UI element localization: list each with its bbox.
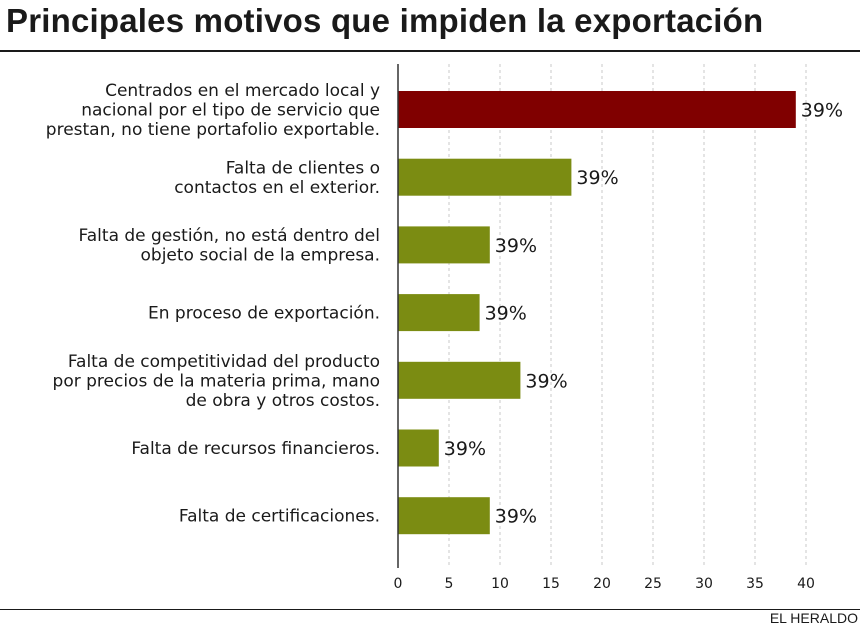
category-label-line: Falta de gestión, no está dentro del	[79, 226, 380, 246]
value-label: 39%	[444, 438, 486, 460]
x-tick-label: 15	[542, 576, 560, 592]
x-tick-label: 35	[746, 576, 764, 592]
bar	[398, 361, 521, 399]
value-label: 39%	[485, 303, 527, 325]
category-label: Falta de recursos financieros.	[131, 439, 380, 459]
source-credit: EL HERALDO	[769, 610, 858, 626]
value-label: 39%	[495, 235, 537, 257]
category-label-line: Falta de clientes o	[226, 158, 380, 178]
bar	[398, 497, 490, 535]
category-label: Centrados en el mercado local y nacional …	[46, 81, 380, 140]
bar	[398, 226, 490, 264]
category-label-line: En proceso de exportación.	[148, 304, 380, 324]
value-label: 39%	[576, 167, 618, 189]
bar	[398, 91, 796, 128]
category-label-line: nacional por el tipo de servicio que	[81, 101, 380, 121]
x-tick-label: 5	[445, 576, 454, 592]
x-axis-ticks: 0 5 10 15 20 25 30 35 40	[394, 576, 815, 592]
value-label: 39%	[495, 506, 537, 528]
category-label-line: contactos en el exterior.	[174, 178, 380, 198]
x-tick-label: 30	[695, 576, 713, 592]
x-tick-label: 10	[491, 576, 509, 592]
x-tick-label: 0	[394, 576, 403, 592]
category-label-line: Falta de certificaciones.	[179, 507, 380, 527]
x-tick-label: 40	[797, 576, 815, 592]
category-label-line: objeto social de la empresa.	[141, 246, 380, 266]
value-labels: 39% 39% 39% 39% 39% 39% 39%	[444, 100, 843, 528]
bar	[398, 294, 480, 332]
category-label: Falta de certificaciones.	[179, 507, 380, 527]
category-label-line: prestan, no tiene portafolio exportable.	[46, 120, 380, 140]
bars	[398, 91, 796, 535]
footer-divider	[0, 609, 860, 610]
category-label-line: Falta de recursos financieros.	[131, 439, 380, 459]
x-tick-label: 20	[593, 576, 611, 592]
category-label-line: Centrados en el mercado local y	[105, 81, 380, 101]
category-label-line: de obra y otros costos.	[186, 391, 380, 411]
chart-title: Principales motivos que impiden la expor…	[6, 2, 764, 39]
x-tick-label: 25	[644, 576, 662, 592]
category-label-line: Falta de competitividad del producto	[68, 352, 380, 372]
category-label: Falta de competitividad del producto por …	[53, 352, 380, 411]
value-label: 39%	[525, 370, 567, 392]
title-divider	[0, 50, 860, 52]
category-labels: Centrados en el mercado local y nacional …	[46, 81, 380, 527]
bar	[398, 158, 572, 196]
category-label: Falta de clientes o contactos en el exter…	[174, 158, 380, 198]
bar	[398, 429, 439, 467]
category-label-line: por precios de la materia prima, mano	[53, 371, 380, 391]
category-label: Falta de gestión, no está dentro del obje…	[79, 226, 380, 266]
gridlines	[448, 64, 807, 568]
bar-chart: Centrados en el mercado local y nacional …	[46, 64, 843, 592]
category-label: En proceso de exportación.	[148, 304, 380, 324]
value-label: 39%	[801, 100, 843, 122]
